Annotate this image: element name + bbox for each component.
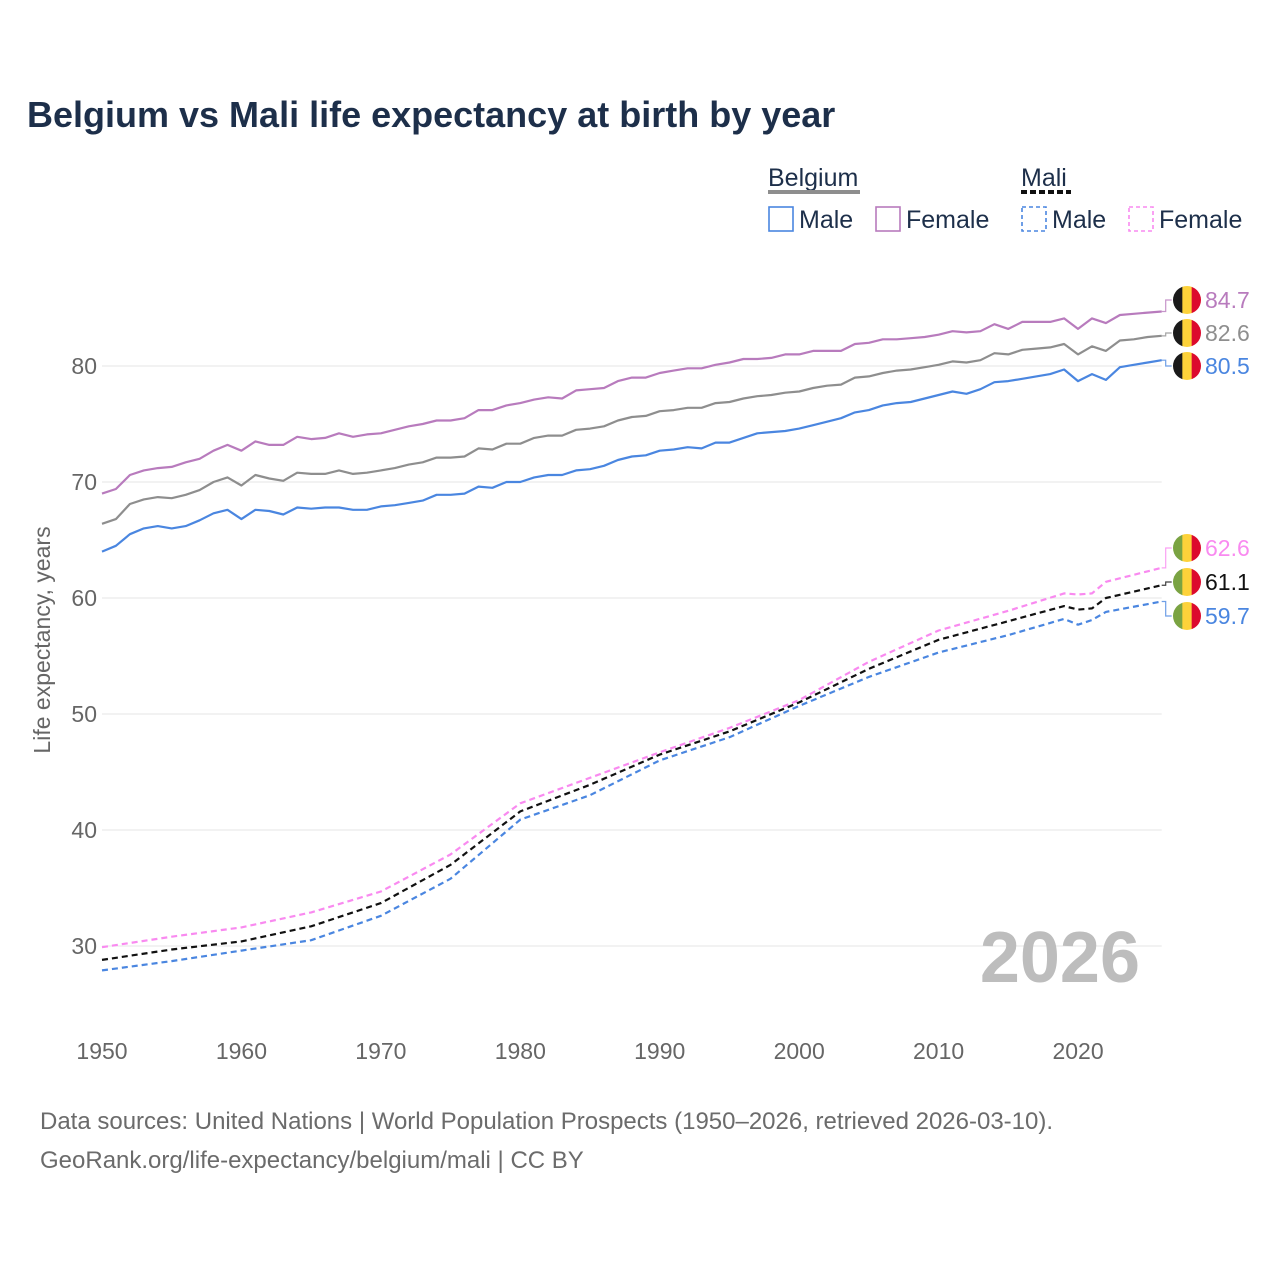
label-connector xyxy=(1161,600,1172,617)
flag-belgium-icon xyxy=(1191,286,1201,314)
series-line-mali-male xyxy=(101,600,1162,972)
flag-belgium-icon xyxy=(1182,352,1193,380)
flag-belgium-icon xyxy=(1191,319,1201,347)
flag-mali-icon xyxy=(1173,602,1183,630)
chart-title: Belgium vs Mali life expectancy at birth… xyxy=(27,94,836,135)
y-axis-label: Life expectancy, years xyxy=(29,526,55,753)
y-tick-label: 40 xyxy=(71,817,97,843)
legend-swatch-mali-male xyxy=(1021,206,1047,232)
series-line-belgium-total xyxy=(101,334,1162,525)
label-connector xyxy=(1161,359,1172,367)
label-connector xyxy=(1161,547,1172,569)
end-value-label: 84.7 xyxy=(1205,287,1250,313)
legend-group-mali: Mali xyxy=(1021,164,1067,192)
flag-belgium-icon xyxy=(1173,319,1183,347)
flag-mali-icon xyxy=(1173,534,1183,562)
label-connector xyxy=(1161,299,1172,313)
flag-mali-icon xyxy=(1173,568,1183,596)
x-tick-label: 1970 xyxy=(355,1038,406,1064)
y-tick-label: 80 xyxy=(71,353,97,379)
flag-mali-icon xyxy=(1182,534,1193,562)
flag-mali-icon xyxy=(1191,534,1201,562)
flag-belgium-icon xyxy=(1173,352,1183,380)
flag-mali-icon xyxy=(1191,568,1201,596)
end-value-label: 59.7 xyxy=(1205,603,1250,629)
x-tick-label: 2020 xyxy=(1052,1038,1103,1064)
x-tick-label: 2010 xyxy=(913,1038,964,1064)
flag-belgium-icon xyxy=(1182,286,1193,314)
series-line-belgium-female xyxy=(101,310,1162,495)
series-line-mali-female xyxy=(101,566,1162,949)
year-watermark: 2026 xyxy=(980,918,1140,998)
x-tick-label: 1950 xyxy=(76,1038,127,1064)
x-tick-label: 1990 xyxy=(634,1038,685,1064)
legend-group-belgium: Belgium xyxy=(768,164,858,192)
end-value-label: 82.6 xyxy=(1205,320,1250,346)
x-tick-label: 2000 xyxy=(774,1038,825,1064)
legend-item-belgium-male: Male xyxy=(799,206,853,234)
y-tick-label: 30 xyxy=(71,933,97,959)
end-value-label: 80.5 xyxy=(1205,353,1250,379)
x-tick-label: 1980 xyxy=(495,1038,546,1064)
source-line-2: GeoRank.org/life-expectancy/belgium/mali… xyxy=(40,1147,584,1174)
flag-mali-icon xyxy=(1191,602,1201,630)
source-line-1: Data sources: United Nations | World Pop… xyxy=(40,1108,1054,1135)
legend-item-belgium-female: Female xyxy=(906,206,989,234)
x-tick-label: 1960 xyxy=(216,1038,267,1064)
legend-item-mali-female: Female xyxy=(1159,206,1242,234)
end-value-label: 62.6 xyxy=(1205,535,1250,561)
series-line-mali-total xyxy=(101,584,1162,961)
end-value-label: 61.1 xyxy=(1205,569,1250,595)
y-tick-label: 70 xyxy=(71,469,97,495)
y-tick-label: 60 xyxy=(71,585,97,611)
flag-belgium-icon xyxy=(1182,319,1193,347)
legend-swatch-mali-female xyxy=(1128,206,1154,232)
series-line-belgium-male xyxy=(101,359,1162,553)
flag-belgium-icon xyxy=(1173,286,1183,314)
label-connector xyxy=(1161,581,1172,586)
legend-item-mali-male: Male xyxy=(1052,206,1106,234)
flag-belgium-icon xyxy=(1191,352,1201,380)
y-tick-label: 50 xyxy=(71,701,97,727)
legend-swatch-belgium-male xyxy=(768,206,794,232)
legend-swatch-belgium-female xyxy=(875,206,901,232)
label-connector xyxy=(1161,332,1172,337)
flag-mali-icon xyxy=(1182,602,1193,630)
flag-mali-icon xyxy=(1182,568,1193,596)
